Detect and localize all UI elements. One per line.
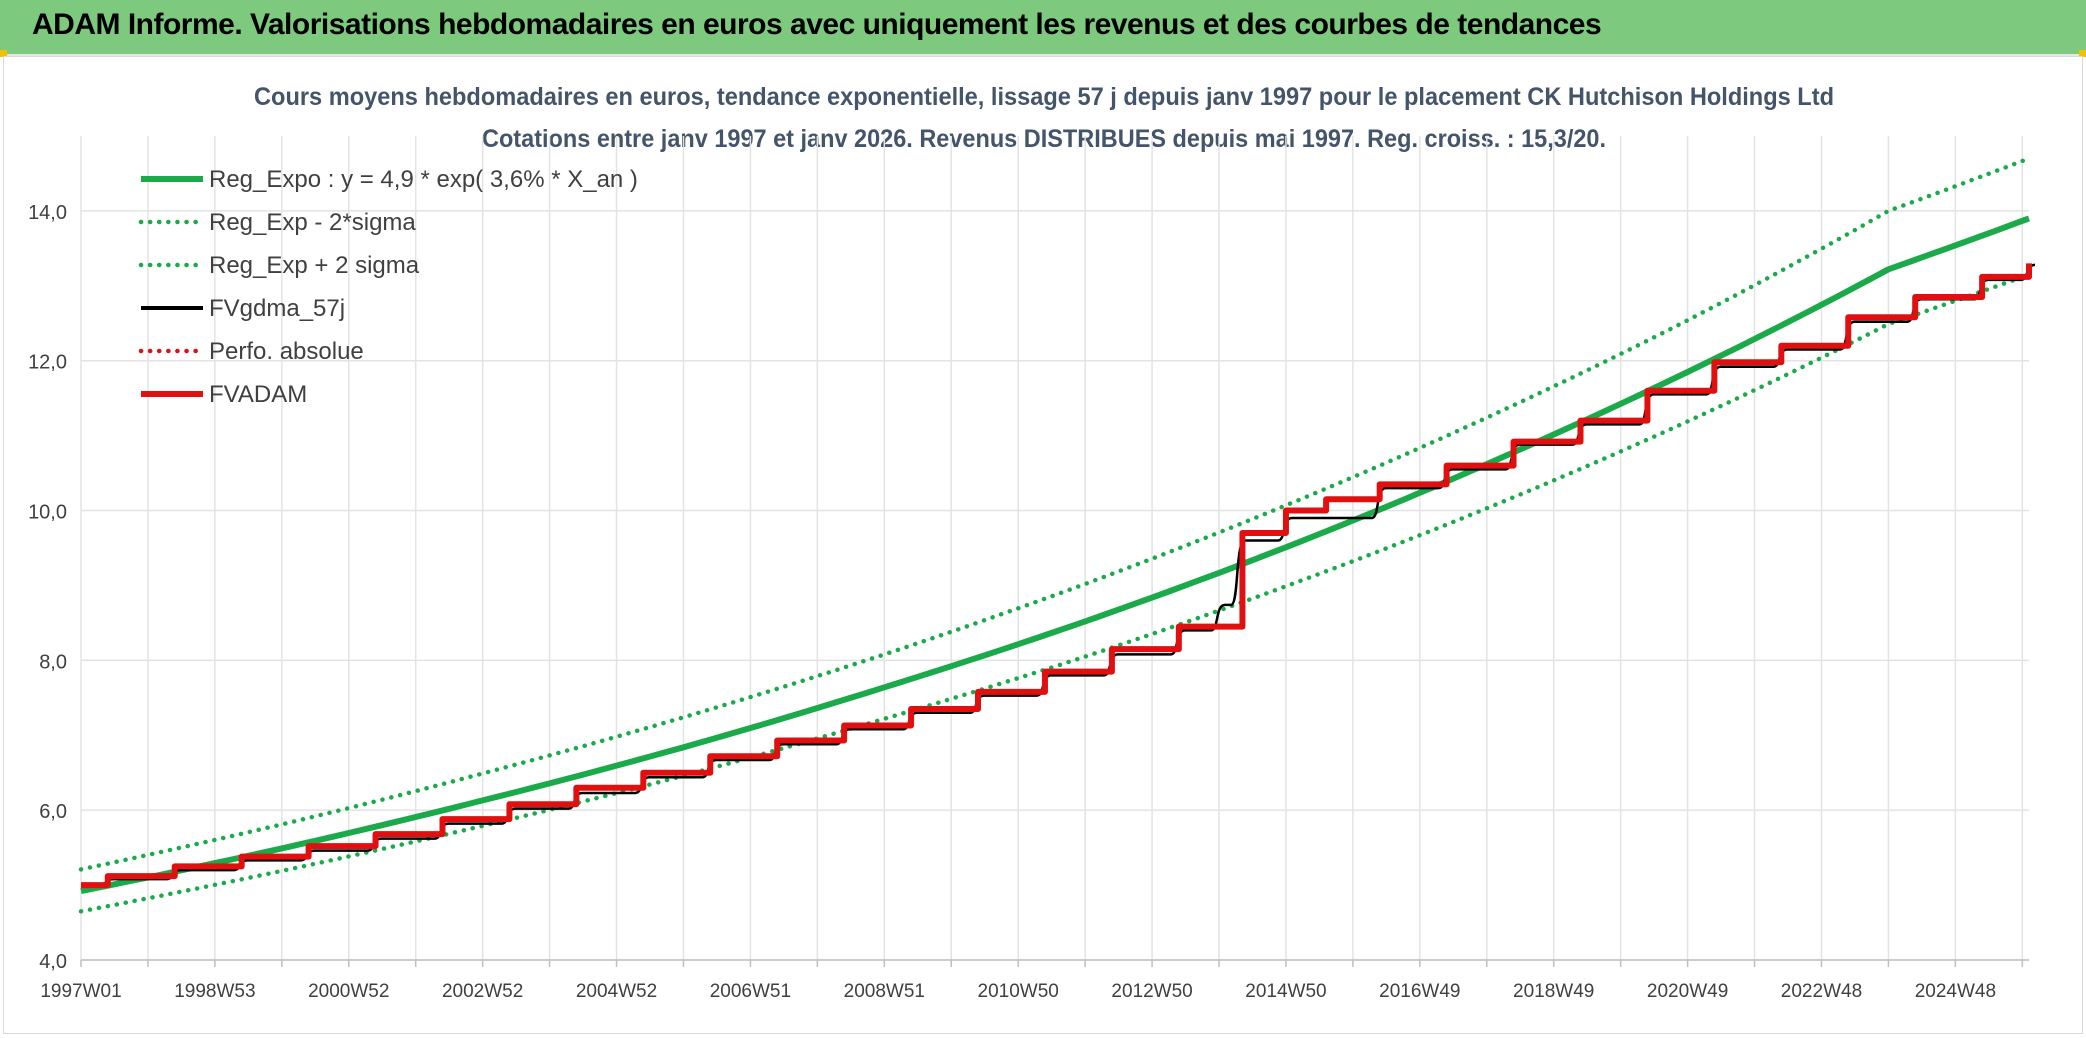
corner-marker-right bbox=[2079, 50, 2086, 57]
axis-layer: 4,0 6,0 8,0 10,0 12,0 14,0 1997W01 1998W53 2000W… bbox=[28, 202, 2029, 1002]
series-line-5 bbox=[81, 263, 2032, 889]
x-tick-label: 2010W50 bbox=[978, 981, 1059, 1002]
x-tick-label: 2022W48 bbox=[1781, 981, 1862, 1002]
series-line-1 bbox=[78, 272, 2032, 914]
legend-label-4: Perfo. absolue bbox=[209, 338, 364, 365]
chart-title-line-2: Cotations entre janv 1997 et janv 2026. … bbox=[482, 125, 1606, 153]
x-tick-label: 2014W50 bbox=[1245, 981, 1326, 1002]
y-tick-label: 6,0 bbox=[39, 801, 67, 823]
x-tick-label: 2002W52 bbox=[442, 981, 523, 1002]
legend-label-5: FVADAM bbox=[209, 381, 307, 408]
chart-svg: Cours moyens hebdomadaires en euros, ten… bbox=[28, 83, 2036, 1002]
legend-label-0: Reg_Expo : y = 4,9 * exp( 3,6% * X_an ) bbox=[209, 166, 638, 193]
x-tick-label: 2008W51 bbox=[844, 981, 925, 1002]
report-title: ADAM Informe. Valorisations hebdomadaire… bbox=[32, 8, 1602, 41]
legend-label-2: Reg_Exp + 2 sigma bbox=[209, 252, 420, 279]
y-tick-label: 4,0 bbox=[39, 951, 67, 973]
legend-label-1: Reg_Exp - 2*sigma bbox=[209, 209, 416, 236]
x-tick-label: 1998W53 bbox=[174, 981, 255, 1002]
series-layer bbox=[78, 156, 2036, 914]
series-line-0 bbox=[80, 215, 2031, 895]
y-tick-label: 10,0 bbox=[28, 502, 67, 524]
y-tick-label: 14,0 bbox=[28, 202, 67, 224]
x-tick-label: 2000W52 bbox=[308, 981, 389, 1002]
y-tick-label: 12,0 bbox=[28, 352, 67, 374]
x-tick-label: 2020W49 bbox=[1647, 981, 1728, 1002]
x-tick-label: 1997W01 bbox=[40, 981, 121, 1002]
x-tick-label: 2006W51 bbox=[710, 981, 791, 1002]
chart-frame: Cours moyens hebdomadaires en euros, ten… bbox=[3, 56, 2083, 1034]
x-tick-label: 2024W48 bbox=[1915, 981, 1996, 1002]
legend: Reg_Expo : y = 4,9 * exp( 3,6% * X_an ) R… bbox=[138, 166, 638, 408]
x-tick-label: 2004W52 bbox=[576, 981, 657, 1002]
series-line-2 bbox=[78, 156, 2032, 872]
chart-title-line-1: Cours moyens hebdomadaires en euros, ten… bbox=[254, 83, 1834, 111]
corner-marker-left bbox=[0, 50, 7, 57]
series-line-3 bbox=[81, 263, 2036, 887]
x-tick-label: 2012W50 bbox=[1111, 981, 1192, 1002]
legend-label-3: FVgdma_57j bbox=[209, 295, 345, 322]
y-tick-label: 8,0 bbox=[39, 651, 67, 673]
x-tick-label: 2018W49 bbox=[1513, 981, 1594, 1002]
x-tick-label: 2016W49 bbox=[1379, 981, 1460, 1002]
report-header-bar: ADAM Informe. Valorisations hebdomadaire… bbox=[0, 0, 2086, 56]
